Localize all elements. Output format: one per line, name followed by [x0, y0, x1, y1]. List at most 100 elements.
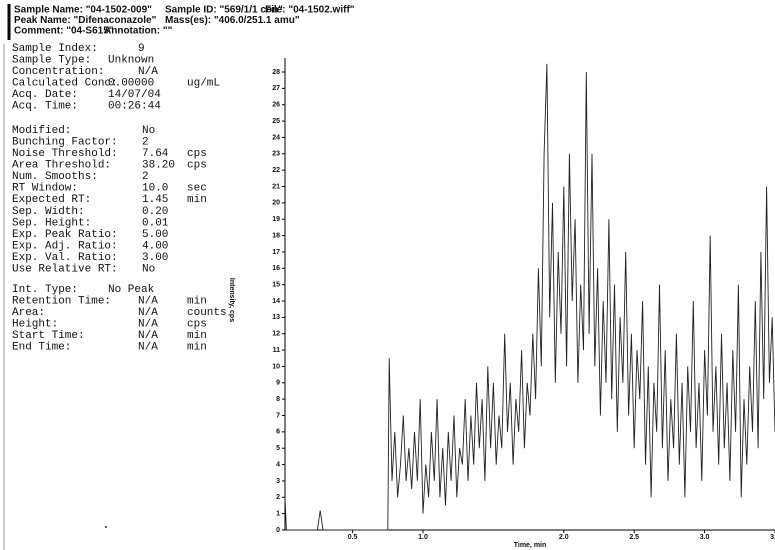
y-tick-label: 28: [272, 69, 280, 76]
param-unit: min: [187, 194, 207, 206]
y-tick-label: 7: [276, 412, 280, 419]
y-tick-label: 4: [276, 461, 280, 468]
x-axis-label: Time, min: [514, 542, 547, 549]
param-unit: min: [187, 295, 207, 307]
param-value: 2: [142, 136, 149, 148]
y-tick-label: 5: [276, 445, 280, 452]
param-value: 5.00: [142, 229, 168, 241]
param-value: N/A: [138, 295, 158, 307]
param-value: 10.0: [142, 183, 168, 195]
param-label: Concentration:: [12, 66, 104, 78]
param-value: N/A: [138, 307, 158, 319]
param-label: Exp. Val. Ratio:: [12, 252, 118, 264]
param-label: RT Window:: [12, 183, 78, 195]
param-label: Noise Threshold:: [12, 148, 118, 160]
y-tick-label: 13: [272, 314, 280, 321]
y-tick-label: 20: [272, 200, 280, 207]
param-unit: cps: [187, 148, 207, 160]
param-label: Exp. Adj. Ratio:: [12, 240, 118, 252]
y-tick-label: 18: [272, 232, 280, 239]
x-tick-label: 3.0: [700, 534, 710, 541]
param-value: N/A: [138, 330, 158, 342]
param-value: N/A: [138, 66, 158, 78]
y-tick-label: 11: [273, 347, 281, 354]
y-tick-label: 6: [276, 429, 280, 436]
param-label: Sep. Width:: [12, 206, 85, 218]
header-field: Peak Name: "Difenaconazole": [14, 15, 157, 26]
x-tick-label: 1.0: [418, 534, 428, 541]
param-label: Calculated Conc:: [12, 78, 118, 90]
param-unit: counts: [187, 307, 227, 319]
y-axis-label: Intensity, cps: [228, 278, 235, 322]
param-unit: min: [187, 342, 207, 354]
param-value: N/A: [138, 319, 158, 331]
param-value: No: [142, 125, 155, 137]
header-field: File: "04-1502.wiff": [265, 5, 355, 16]
param-value: 0.00000: [108, 78, 154, 90]
param-label: Height:: [12, 319, 58, 331]
param-unit: cps: [187, 319, 207, 331]
y-tick-label: 9: [276, 380, 280, 387]
header-field: Sample Name: "04-1502-009": [14, 5, 152, 16]
param-value: 3.00: [142, 252, 168, 264]
param-value: No Peak: [108, 284, 155, 296]
param-label: Acq. Date:: [12, 89, 78, 101]
y-tick-label: 21: [272, 183, 280, 190]
param-value: 38.20: [142, 160, 175, 172]
param-value: 1.45: [142, 194, 168, 206]
y-tick-label: 22: [272, 167, 280, 174]
param-label: Start Time:: [12, 330, 85, 342]
x-tick-label: 2.0: [559, 534, 569, 541]
param-label: Bunching Factor:: [12, 136, 118, 148]
param-label: End Time:: [12, 342, 71, 354]
y-tick-label: 26: [272, 102, 280, 109]
param-label: Sample Type:: [12, 54, 91, 66]
param-label: Acq. Time:: [12, 101, 78, 113]
header-field: Comment: "04-S615": [14, 26, 114, 37]
param-label: Num. Smooths:: [12, 171, 98, 183]
param-value: N/A: [138, 342, 158, 354]
param-label: Use Relative RT:: [12, 264, 118, 276]
speck: [105, 526, 107, 528]
param-label: Area Threshold:: [12, 160, 111, 172]
x-tick-label: 2.5: [629, 534, 639, 541]
y-tick-label: 8: [276, 396, 280, 403]
param-label: Sample Index:: [12, 43, 98, 55]
param-label: Int. Type:: [12, 284, 78, 296]
header-field: Sample ID: "569/1/1 con": [165, 5, 283, 16]
param-value: 7.64: [142, 148, 169, 160]
param-label: Sep. Height:: [12, 217, 91, 229]
param-label: Retention Time:: [12, 295, 111, 307]
y-tick-label: 12: [272, 331, 280, 338]
param-value: 00:26:44: [108, 101, 161, 113]
y-tick-label: 1: [276, 510, 280, 517]
param-value: Unknown: [108, 54, 154, 66]
param-label: Modified:: [12, 125, 71, 137]
y-tick-label: 17: [272, 249, 280, 256]
y-tick-label: 16: [272, 265, 280, 272]
signal-trace: [284, 63, 775, 531]
param-label: Area:: [12, 307, 45, 319]
y-tick-label: 27: [272, 85, 280, 92]
y-tick-label: 24: [272, 134, 280, 141]
y-tick-label: 19: [272, 216, 280, 223]
param-value: 0.20: [142, 206, 168, 218]
param-value: 0.01: [142, 217, 169, 229]
y-tick-label: 10: [272, 363, 280, 370]
header-field: Mass(es): "406.0/251.1 amu": [165, 15, 300, 26]
x-tick-label: 3.5: [770, 534, 775, 541]
param-unit: min: [187, 330, 207, 342]
param-label: Expected RT:: [12, 194, 91, 206]
y-tick-label: 3: [276, 478, 280, 485]
y-tick-label: 0: [276, 527, 280, 534]
param-label: Exp. Peak Ratio:: [12, 229, 118, 241]
param-unit: cps: [187, 160, 207, 172]
param-value: 9: [138, 43, 145, 55]
y-tick-label: 25: [272, 118, 280, 125]
param-value: 2: [142, 171, 149, 183]
param-unit: ug/mL: [187, 78, 220, 90]
y-tick-label: 15: [272, 281, 280, 288]
y-tick-label: 14: [272, 298, 280, 305]
header-field: Annotation: "": [104, 26, 173, 37]
